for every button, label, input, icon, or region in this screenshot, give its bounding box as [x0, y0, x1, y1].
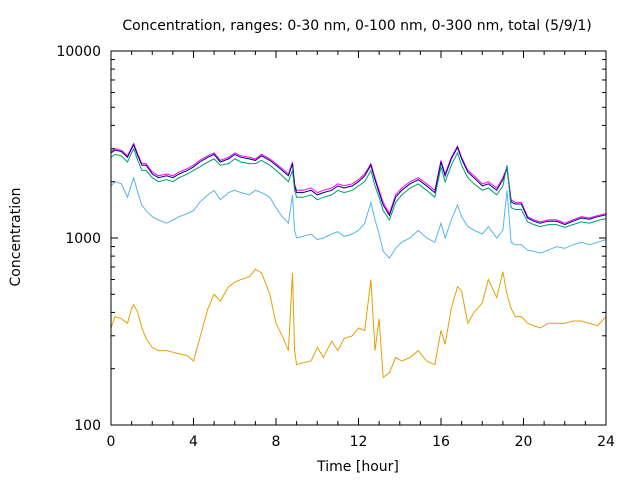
x-tick-label: 8 — [272, 434, 281, 450]
series-line-1 — [110, 142, 607, 224]
x-tick-label: 0 — [107, 434, 116, 450]
series-layer — [110, 142, 607, 379]
chart-title: Concentration, ranges: 0-30 nm, 0-100 nm… — [122, 18, 591, 34]
x-axis-label: Time [hour] — [316, 459, 399, 475]
x-tick-label: 20 — [515, 434, 533, 450]
x-tick-label: 16 — [432, 434, 450, 450]
axes-layer: 0 4 8 12 16 20 24 100 1000 10000 — [56, 44, 615, 450]
x-tick-label: 12 — [350, 434, 368, 450]
x-tick-label: 24 — [597, 434, 615, 450]
plot-frame — [110, 50, 607, 426]
y-axis-label: Concentration — [8, 187, 24, 286]
y-tick-label: 1000 — [65, 231, 101, 247]
y-tick-label: 10000 — [56, 44, 101, 60]
series-line-4 — [110, 176, 607, 260]
series-line-2 — [110, 143, 607, 226]
series-line-5 — [110, 268, 607, 379]
series-line-3 — [110, 147, 607, 228]
x-tick-label: 4 — [189, 434, 198, 450]
y-tick-label: 100 — [74, 418, 101, 434]
